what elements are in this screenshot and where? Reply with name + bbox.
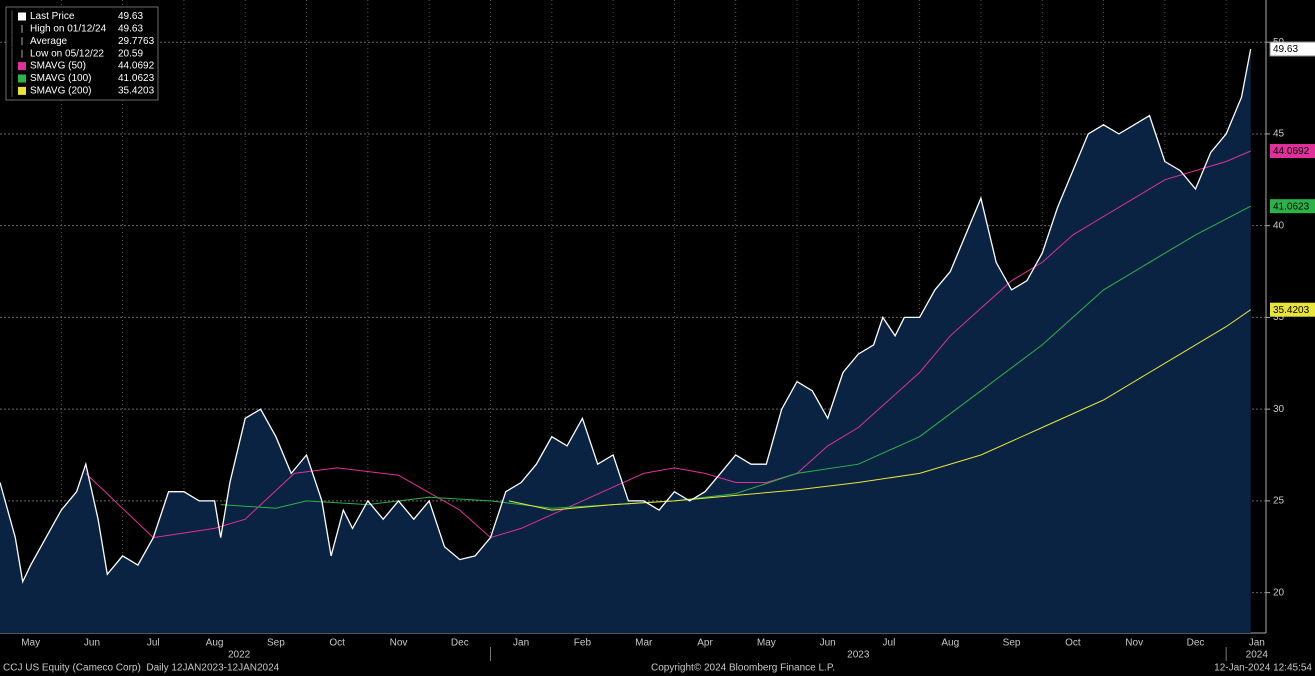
x-tick-label: Nov: [390, 638, 408, 649]
legend-label: Average: [30, 36, 68, 47]
y-tick-label: 40: [1273, 220, 1285, 231]
legend-value: 35.4203: [118, 86, 155, 97]
y-tick-label: 20: [1273, 587, 1285, 598]
legend-value: 20.59: [118, 48, 143, 59]
legend-label: Low on 05/12/22: [30, 48, 104, 59]
year-label: 2023: [847, 650, 870, 661]
legend-value: 49.63: [118, 11, 143, 22]
x-tick-label: Mar: [635, 638, 653, 649]
value-tag-label: 44.0692: [1273, 146, 1310, 157]
value-tag: 41.0623: [1270, 199, 1315, 214]
sma-line: [508, 309, 1251, 511]
x-tick-label: Aug: [941, 638, 959, 649]
y-tick-label: 35: [1273, 312, 1285, 323]
footer-center: Copyright© 2024 Bloomberg Finance L.P.: [651, 663, 835, 674]
x-tick-label: Nov: [1125, 638, 1143, 649]
value-tag-label: 35.4203: [1273, 305, 1310, 316]
x-tick-label: Jan: [513, 638, 529, 649]
price-area: [0, 49, 1251, 633]
legend-label: High on 01/12/24: [30, 24, 107, 35]
x-tick-label: Oct: [329, 638, 345, 649]
x-tick-label: Jul: [883, 638, 896, 649]
x-tick-label: May: [757, 638, 776, 649]
x-tick-label: Apr: [697, 638, 713, 649]
x-tick-label: Jun: [84, 638, 100, 649]
legend-swatch: [18, 86, 26, 95]
legend-swatch: [18, 62, 26, 71]
legend-label: SMAVG (100): [30, 73, 92, 84]
x-tick-label: Dec: [1187, 638, 1205, 649]
x-tick-label: Oct: [1065, 638, 1081, 649]
x-tick-label: Dec: [451, 638, 469, 649]
value-tag: 35.4203: [1270, 302, 1315, 317]
y-tick-label: 45: [1273, 129, 1285, 140]
plot-area: 20253035404550MayJunJulAugSepOctNovDecJa…: [0, 0, 1315, 661]
legend-swatch: [18, 74, 26, 83]
value-tag-box: [1270, 199, 1315, 214]
y-tick-label: 30: [1273, 404, 1285, 415]
footer-right: 12-Jan-2024 12:45:54: [1214, 663, 1312, 674]
x-tick-label: Sep: [1003, 638, 1021, 649]
value-tag-label: 49.63: [1273, 44, 1298, 55]
legend-value: 49.63: [118, 24, 143, 35]
legend-swatch: [18, 12, 26, 21]
legend-label: SMAVG (200): [30, 86, 92, 97]
legend: Last Price 49.63 High on 01/12/24 49.63 Aver…: [5, 6, 159, 101]
x-tick-label: Aug: [206, 638, 224, 649]
legend-label: Last Price: [30, 11, 75, 22]
sma-line: [220, 205, 1251, 509]
x-tick-label: Feb: [574, 638, 592, 649]
value-tag-box: [1270, 144, 1315, 159]
legend-value: 41.0623: [118, 73, 155, 84]
legend-box: [5, 6, 159, 101]
value-tag-label: 41.0623: [1273, 201, 1310, 212]
legend-value: 44.0692: [118, 61, 155, 72]
x-tick-label: Jun: [820, 638, 836, 649]
legend-label: SMAVG (50): [30, 61, 86, 72]
x-tick-label: Jan: [1249, 638, 1265, 649]
year-label: 2022: [228, 650, 251, 661]
price-line: [0, 48, 1252, 584]
footer-left: CCJ US Equity (Cameco Corp) Daily 12JAN2…: [3, 663, 280, 674]
x-tick-label: Sep: [267, 638, 285, 649]
y-tick-label: 25: [1273, 496, 1285, 507]
x-tick-label: Jul: [147, 638, 160, 649]
value-tag: 44.0692: [1270, 144, 1315, 159]
year-label: 2024: [1246, 650, 1269, 661]
value-tag-box: [1269, 41, 1315, 57]
x-tick-label: May: [21, 638, 40, 649]
value-tag-box: [1270, 302, 1315, 317]
value-tag: 49.63: [1269, 41, 1315, 57]
legend-value: 29.7763: [118, 36, 155, 47]
